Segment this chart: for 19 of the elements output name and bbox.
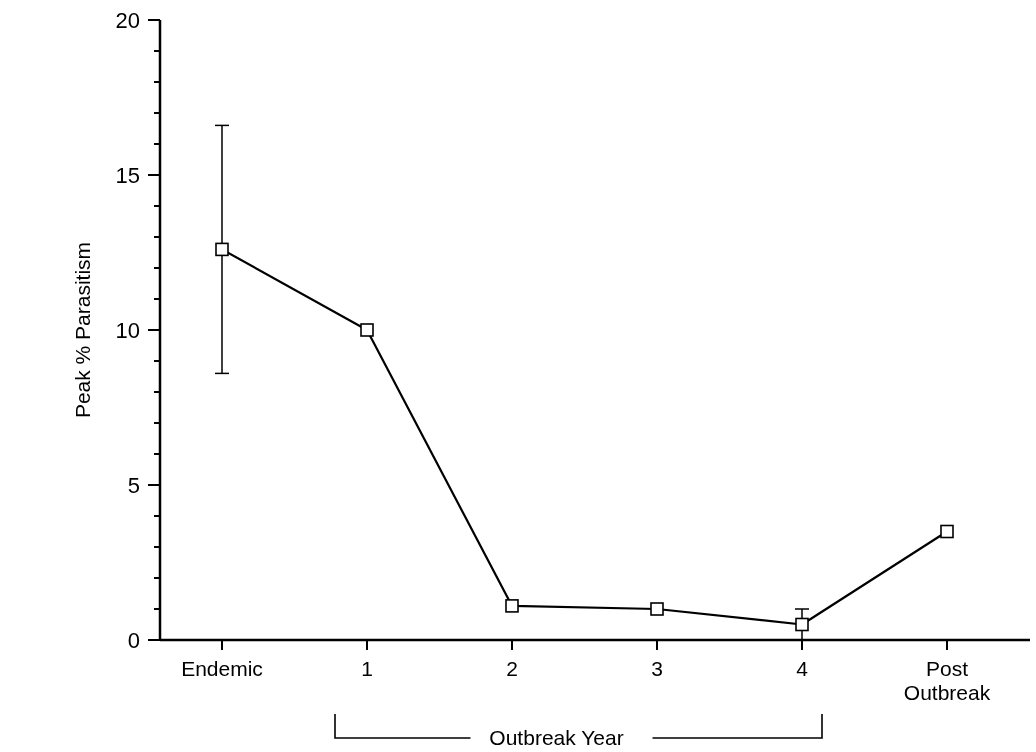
x-tick-label: 1 — [361, 657, 373, 680]
x-tick-label: 4 — [796, 657, 809, 680]
point — [360, 323, 374, 337]
point — [795, 617, 809, 632]
point — [505, 599, 519, 613]
y-axis-title: Peak % Parasitism — [71, 241, 94, 419]
y-tick-label: 0 — [127, 627, 140, 653]
x-tick-label: Post Outbreak — [903, 657, 991, 704]
y-tick-label: 15 — [115, 162, 140, 188]
y-tick-label: 5 — [127, 472, 140, 498]
x-tick-label: Endemic — [181, 657, 263, 680]
y-tick-label: 20 — [115, 7, 140, 33]
point — [940, 524, 954, 539]
y-tick-label: 10 — [115, 317, 140, 343]
x-tick-label: 2 — [506, 657, 518, 680]
point — [650, 602, 664, 616]
text: Outbreak Year — [489, 726, 624, 750]
x-tick-label: 3 — [651, 657, 663, 680]
point — [215, 242, 229, 257]
